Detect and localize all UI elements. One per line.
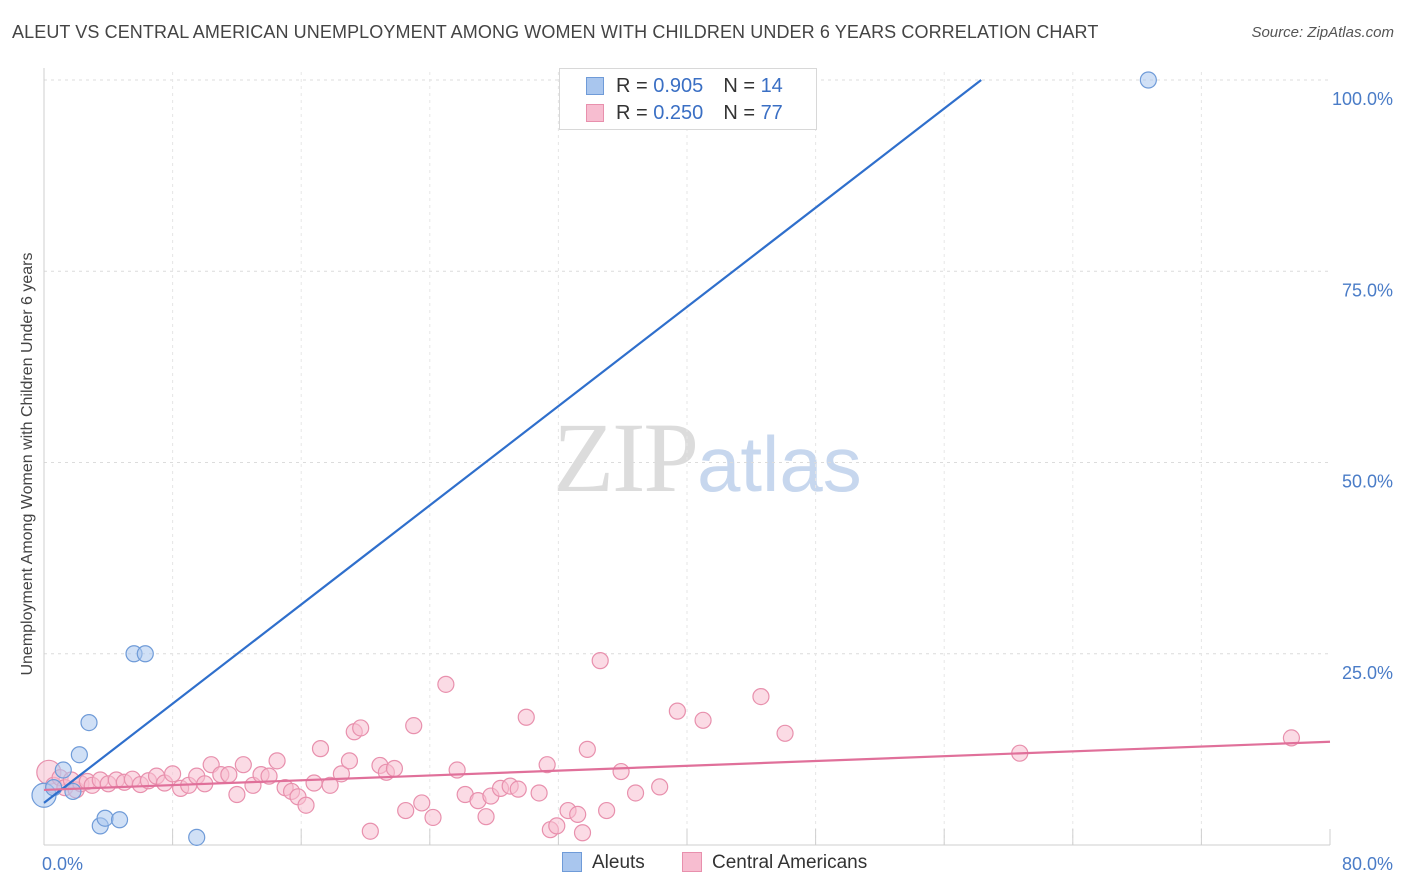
central-americans-point xyxy=(220,766,238,784)
legend-row-aleuts: R = 0.905 N = 14 xyxy=(586,75,783,99)
legend-r-label: R = xyxy=(616,102,648,124)
central-americans-point xyxy=(612,762,630,781)
legend-n-label: N = xyxy=(723,75,755,97)
tick-labels: 100.0% 75.0% 50.0% 25.0% 0.0% 80.0% xyxy=(42,89,1393,874)
central-americans-point xyxy=(164,765,182,783)
y-axis-label: Unemployment Among Women with Children U… xyxy=(19,252,36,676)
grid-lines xyxy=(44,72,1330,845)
legend-r-value: 0.905 xyxy=(653,75,704,97)
central-americans-point xyxy=(424,808,442,827)
central-americans-point xyxy=(268,752,286,770)
aleuts-trend-line xyxy=(43,79,982,804)
central-americans-point xyxy=(573,824,592,842)
central-americans-point xyxy=(694,711,712,729)
aleuts-point xyxy=(136,645,154,663)
central-swatch xyxy=(586,104,604,122)
aleuts-point xyxy=(70,746,88,764)
legend-r-value: 0.250 xyxy=(653,102,704,124)
legend-r-label: R = xyxy=(616,75,648,97)
aleuts-point xyxy=(188,828,206,846)
watermark-atlas: atlas xyxy=(697,420,862,508)
central-americans-point xyxy=(1282,729,1301,747)
central-americans-point xyxy=(297,796,315,814)
central-americans-point xyxy=(385,759,404,778)
aleuts-point xyxy=(1139,71,1157,89)
bottom-legend-central: Central Americans xyxy=(682,852,867,874)
legend-row-central: R = 0.250 N = 77 xyxy=(586,102,783,126)
chart-title: ALEUT VS CENTRAL AMERICAN UNEMPLOYMENT A… xyxy=(12,22,1099,42)
y-tick-label: 25.0% xyxy=(1342,663,1393,683)
legend-n-value: 77 xyxy=(760,102,783,124)
watermark-zip: ZIP xyxy=(553,402,699,513)
central-americans-point xyxy=(305,774,323,792)
central-legend-swatch xyxy=(682,852,702,872)
central-americans-point xyxy=(228,785,246,804)
aleuts-legend-label: Aleuts xyxy=(592,852,645,873)
central-americans-point xyxy=(668,702,686,720)
y-tick-label: 75.0% xyxy=(1342,280,1393,300)
central-americans-point xyxy=(321,776,339,794)
central-americans-point xyxy=(517,708,535,726)
central-americans-trend-line xyxy=(43,740,1331,792)
central-americans-point xyxy=(234,756,252,774)
central-americans-point xyxy=(626,784,645,802)
aleuts-point xyxy=(110,811,129,829)
central-americans-point xyxy=(752,687,770,706)
source-credit: Source: ZipAtlas.com xyxy=(1251,24,1394,41)
central-americans-point xyxy=(413,794,431,812)
x-tick-label: 80.0% xyxy=(1342,854,1393,874)
aleuts-points xyxy=(31,71,1157,846)
central-americans-point xyxy=(578,740,596,758)
y-tick-label: 100.0% xyxy=(1332,89,1393,109)
legend-n-value: 14 xyxy=(760,75,783,97)
central-americans-point xyxy=(340,752,359,770)
aleuts-point xyxy=(64,782,82,801)
aleuts-legend-swatch xyxy=(562,852,582,872)
x-tick-label: 0.0% xyxy=(42,854,83,874)
axes xyxy=(43,68,1331,846)
y-tick-label: 50.0% xyxy=(1342,472,1393,492)
central-americans-point xyxy=(397,801,415,820)
aleuts-point xyxy=(45,779,63,797)
central-americans-point xyxy=(591,652,609,670)
central-americans-point xyxy=(569,805,587,824)
central-americans-point xyxy=(437,675,455,693)
central-americans-point xyxy=(352,719,370,737)
central-americans-point xyxy=(361,822,379,840)
central-americans-point xyxy=(548,817,566,835)
central-legend-label: Central Americans xyxy=(712,852,868,873)
central-americans-point xyxy=(530,784,548,802)
legend-n-label: N = xyxy=(723,102,755,124)
aleuts-point xyxy=(54,761,72,779)
central-americans-point xyxy=(260,767,278,785)
trend-lines xyxy=(43,79,1331,804)
central-americans-points xyxy=(36,652,1301,842)
central-americans-point xyxy=(311,740,330,758)
central-americans-point xyxy=(477,808,495,826)
aleuts-point xyxy=(96,809,114,827)
central-americans-point xyxy=(598,801,616,820)
central-americans-point xyxy=(538,756,556,774)
bottom-legend-aleuts: Aleuts xyxy=(562,852,645,874)
aleuts-point xyxy=(80,713,98,732)
central-americans-point xyxy=(405,717,423,735)
central-americans-point xyxy=(776,724,794,742)
central-americans-point xyxy=(509,780,527,798)
aleuts-swatch xyxy=(586,77,604,95)
watermark: ZIPatlas xyxy=(553,400,862,515)
central-americans-point xyxy=(651,778,669,796)
correlation-legend: R = 0.905 N = 14 R = 0.250 N = 77 xyxy=(559,68,817,130)
